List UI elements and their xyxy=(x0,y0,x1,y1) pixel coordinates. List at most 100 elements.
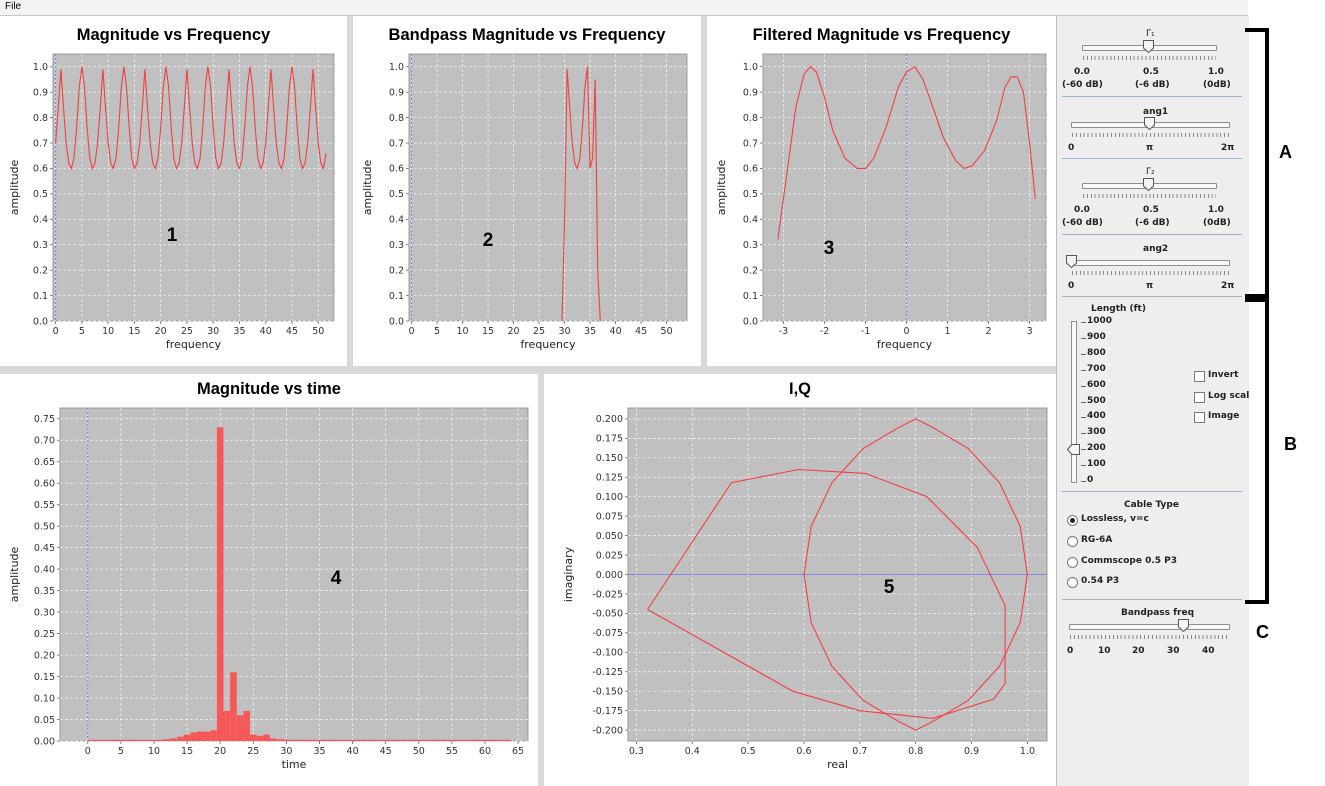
series-line xyxy=(647,468,1006,719)
cable-lossless-radio[interactable] xyxy=(1067,515,1078,526)
y-tick-label: 0.5 xyxy=(743,189,758,200)
y-axis-label: amplitude xyxy=(8,546,21,602)
chart-magnitude-vs-time: Magnitude vs time 0.00 0.05 0.10 0.15 0.20 0.2… xyxy=(0,374,538,786)
annotation-c: C xyxy=(1256,622,1269,642)
gamma1-tick-2: 1.0 xyxy=(1208,67,1224,77)
y-tick-label: 0.55 xyxy=(34,500,55,511)
cable-054p3-radio[interactable] xyxy=(1067,577,1078,588)
gamma2-tick-2: 1.0 xyxy=(1208,205,1224,215)
x-tick-label: 0.3 xyxy=(629,746,644,757)
length-tick-label: 600 xyxy=(1087,379,1106,390)
log-scale-checkbox[interactable] xyxy=(1194,392,1205,403)
y-tick-label: 0.150 xyxy=(596,453,623,464)
cable-commscope-label: Commscope 0.5 P3 xyxy=(1081,556,1178,566)
chart-title: Magnitude vs Frequency xyxy=(77,26,271,44)
y-tick-label: -0.050 xyxy=(592,609,623,620)
y-tick-label: 0.4 xyxy=(33,215,48,226)
y-tick-label: 0.8 xyxy=(33,113,48,124)
gamma2-slider-thumb[interactable] xyxy=(1143,178,1154,191)
bar xyxy=(289,740,297,741)
x-tick-label: 5 xyxy=(118,746,124,757)
x-tick-label: 30 xyxy=(559,326,571,337)
x-tick-label: 10 xyxy=(102,326,114,337)
x-tick-label: 15 xyxy=(181,746,193,757)
y-tick-label: 0.9 xyxy=(33,87,48,98)
chart-bandpass-magnitude: Bandpass Magnitude vs Frequency 0.0 0.1 0.2… xyxy=(353,16,701,366)
panel-number: 3 xyxy=(824,238,835,259)
y-tick-label: 0.1 xyxy=(743,291,758,302)
bar xyxy=(249,734,257,741)
x-tick-label: 15 xyxy=(482,326,494,337)
y-tick-label: 0.075 xyxy=(596,511,623,522)
length-slider-track[interactable] xyxy=(1071,321,1077,483)
ang2-tick-1: π xyxy=(1146,281,1154,291)
gamma1-slider-thumb[interactable] xyxy=(1143,40,1154,53)
bar xyxy=(309,740,317,742)
y-tick-label: 1.0 xyxy=(389,62,404,73)
x-tick-label: 40 xyxy=(610,326,622,337)
x-tick-label: 0 xyxy=(53,326,59,337)
y-tick-label: 0.4 xyxy=(743,215,758,226)
x-tick-label: 0.6 xyxy=(796,746,811,757)
control-panel: Γ₁ 0.0 0.5 1.0 (-60 dB) (-6 dB) (0dB) an… xyxy=(1056,16,1249,786)
y-tick-label: 0.15 xyxy=(34,672,55,683)
invert-checkbox[interactable] xyxy=(1194,371,1205,382)
bar xyxy=(256,735,264,741)
cable-type-title: Cable Type xyxy=(1124,500,1179,510)
bandpass-slider-thumb[interactable] xyxy=(1177,619,1189,632)
y-tick-label: 0.3 xyxy=(389,240,404,251)
bracket-a xyxy=(1245,28,1269,298)
ang1-slider-thumb[interactable] xyxy=(1144,117,1155,130)
panel-number: 5 xyxy=(884,577,895,598)
bandpass-slider-ticks xyxy=(1070,635,1229,639)
ang1-tick-0: 0 xyxy=(1068,143,1075,153)
bar xyxy=(197,731,204,741)
bandpass-slider-track[interactable] xyxy=(1069,624,1230,630)
ang2-slider-thumb[interactable] xyxy=(1065,255,1077,268)
y-tick-label: 0.7 xyxy=(743,138,758,149)
x-tick-label: 20 xyxy=(155,326,167,337)
ang1-slider-ticks xyxy=(1072,133,1229,137)
x-tick-label: 2 xyxy=(986,326,992,337)
y-tick-label: 0.2 xyxy=(743,265,758,276)
chart-title: I,Q xyxy=(789,380,811,398)
length-tick-mark xyxy=(1081,369,1086,371)
length-tick-label: 100 xyxy=(1087,459,1106,470)
ang2-tick-0: 0 xyxy=(1068,281,1075,291)
y-tick-label: 0.0 xyxy=(33,316,48,327)
length-tick-label: 300 xyxy=(1087,427,1106,438)
y-axis-label: amplitude xyxy=(715,159,728,215)
image-checkbox[interactable] xyxy=(1194,412,1205,423)
x-tick-label: 0 xyxy=(409,326,415,337)
length-tick-mark xyxy=(1081,401,1086,403)
chart-magnitude-vs-frequency: Magnitude vs Frequency 0.0 0.1 0.2 0.3 0.4 0.5… xyxy=(0,16,347,366)
y-tick-label: 0.0 xyxy=(389,316,404,327)
x-tick-label: 55 xyxy=(446,746,458,757)
cable-rg6a-radio[interactable] xyxy=(1067,536,1078,547)
bar xyxy=(269,738,277,741)
y-tick-label: -0.150 xyxy=(592,687,623,698)
length-tick-label: 800 xyxy=(1087,347,1106,358)
gamma1-sub-1: (-6 dB) xyxy=(1135,80,1170,90)
y-tick-label: 0.2 xyxy=(389,265,404,276)
y-tick-label: 0.25 xyxy=(34,629,55,640)
y-tick-label: 0.125 xyxy=(596,473,623,484)
y-tick-label: 0.20 xyxy=(34,650,55,661)
gamma2-tick-1: 0.5 xyxy=(1143,205,1159,215)
divider xyxy=(1062,491,1242,492)
cable-commscope-radio[interactable] xyxy=(1067,557,1078,568)
y-tick-label: 0.65 xyxy=(34,457,55,468)
cable-lossless-label: Lossless, v=c xyxy=(1081,514,1149,524)
gamma2-label: Γ₂ xyxy=(1146,167,1155,177)
ang2-slider-track[interactable] xyxy=(1071,260,1230,266)
length-tick-mark xyxy=(1081,353,1086,355)
menu-file[interactable]: File xyxy=(5,1,22,12)
length-tick-mark xyxy=(1081,385,1086,387)
length-slider-thumb[interactable] xyxy=(1067,444,1080,456)
chart-filtered-magnitude: Filtered Magnitude vs Frequency 0.0 0.1 0.2… xyxy=(707,16,1056,366)
bandpass-tick-0: 0 xyxy=(1067,646,1074,656)
length-tick-mark xyxy=(1081,465,1086,467)
y-axis-label: amplitude xyxy=(361,159,374,215)
x-tick-label: 0 xyxy=(85,746,91,757)
divider xyxy=(1062,599,1242,600)
